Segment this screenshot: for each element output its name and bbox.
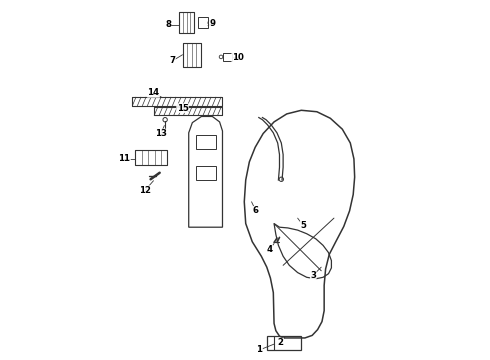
Bar xyxy=(196,135,216,149)
Text: 3: 3 xyxy=(310,271,316,280)
Text: 1: 1 xyxy=(257,346,263,355)
Bar xyxy=(198,17,208,28)
Text: 5: 5 xyxy=(300,221,306,230)
Text: 8: 8 xyxy=(165,20,171,29)
Text: 4: 4 xyxy=(267,245,273,254)
Bar xyxy=(183,43,201,67)
Bar xyxy=(135,150,167,166)
Text: 7: 7 xyxy=(170,57,175,66)
Text: 2: 2 xyxy=(277,338,284,347)
Text: 12: 12 xyxy=(139,186,151,195)
Bar xyxy=(267,336,301,350)
Text: 11: 11 xyxy=(119,154,130,163)
Bar xyxy=(223,53,232,61)
Text: 6: 6 xyxy=(253,206,259,215)
Text: 10: 10 xyxy=(232,53,244,62)
Bar xyxy=(179,12,194,33)
Text: 14: 14 xyxy=(147,88,160,97)
Text: 9: 9 xyxy=(209,19,215,28)
Bar xyxy=(196,166,216,180)
Text: 13: 13 xyxy=(155,129,167,138)
Text: 15: 15 xyxy=(176,104,189,113)
